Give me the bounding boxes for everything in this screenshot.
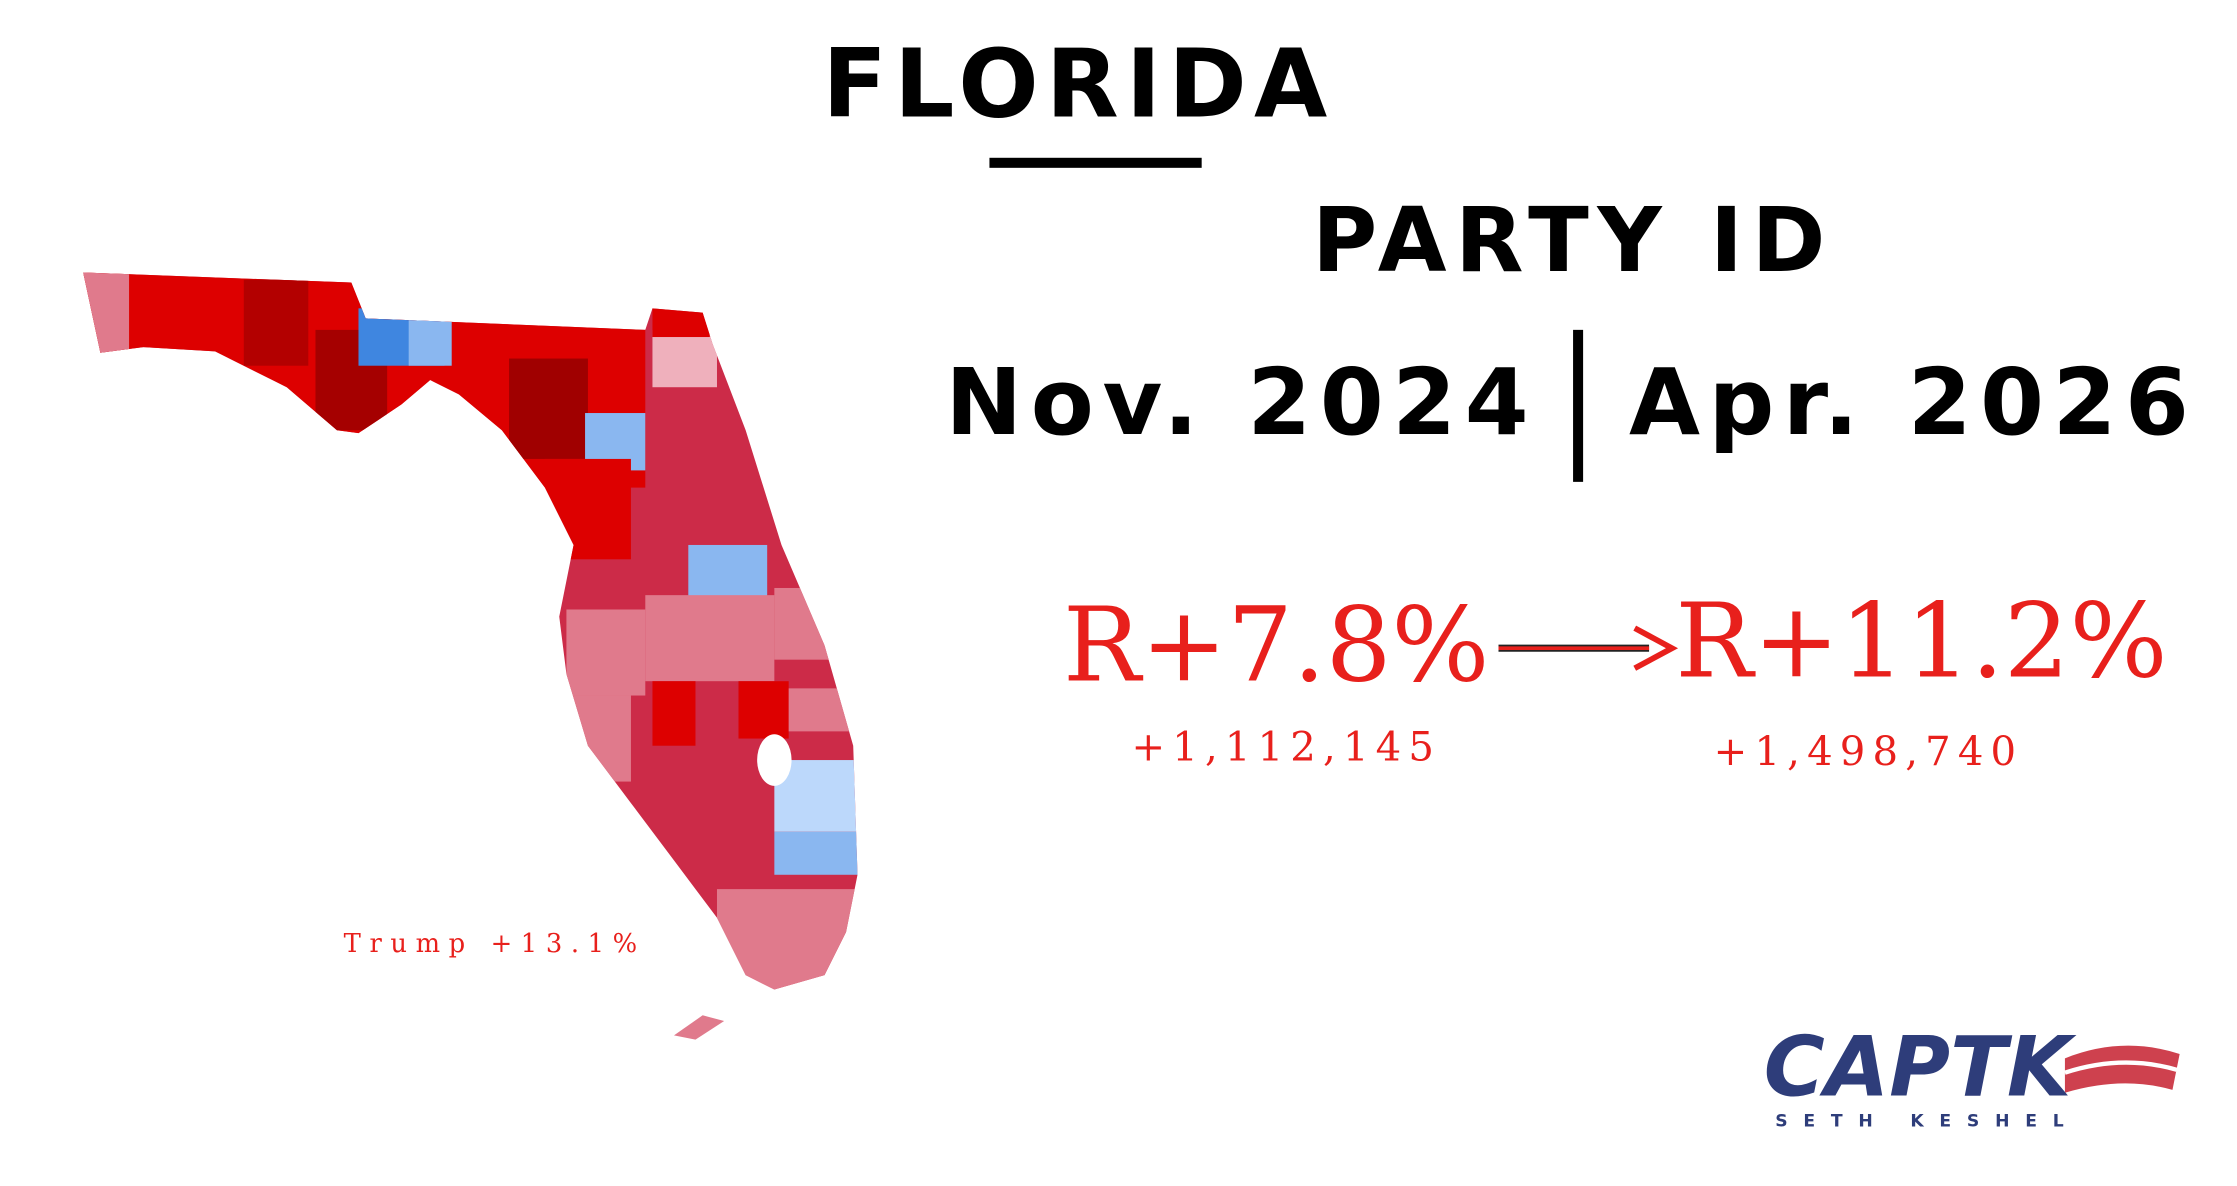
period-from: Nov. 2024 — [945, 349, 1537, 456]
florida-map — [83, 272, 858, 990]
gain-from: +1,112,145 — [1131, 725, 1441, 771]
period-to: Apr. 2026 — [1629, 349, 2198, 456]
logo-stripe — [2064, 1060, 2178, 1075]
logo-flag — [2064, 1045, 2180, 1093]
period-divider — [1573, 329, 1584, 482]
gain-to: +1,498,740 — [1714, 729, 2024, 775]
title: FLORIDA — [822, 29, 1334, 139]
subtitle: PARTY ID — [1312, 188, 1834, 292]
margin-from: R+7.8% — [1063, 586, 1490, 706]
margin-to: R+11.2% — [1675, 581, 2167, 701]
arrow-head — [1633, 625, 1679, 671]
keys — [673, 1015, 725, 1040]
logo-name: CAPTK — [1764, 1019, 2077, 1116]
logo: CAPTK SETH KESHEL — [1764, 1019, 2180, 1131]
title-underline — [989, 157, 1202, 168]
lake — [757, 734, 792, 786]
map-caption: Trump +13.1% — [344, 929, 646, 959]
logo-byline: SETH KESHEL — [1775, 1111, 2079, 1131]
